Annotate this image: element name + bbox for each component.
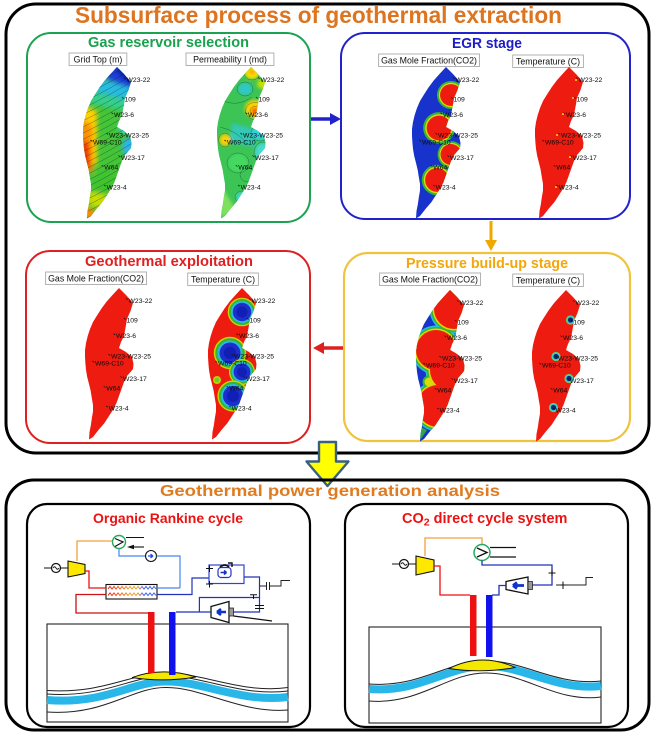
svg-text:Pressure build-up stage: Pressure build-up stage xyxy=(406,255,568,272)
svg-text:Temperature (C): Temperature (C) xyxy=(516,275,580,285)
svg-text:Organic Rankine cycle: Organic Rankine cycle xyxy=(93,511,243,526)
svg-text:Temperature (C): Temperature (C) xyxy=(516,56,580,66)
svg-text:EGR stage: EGR stage xyxy=(452,35,522,52)
svg-text:CO2 direct cycle system: CO2 direct cycle system xyxy=(402,511,567,529)
svg-text:Grid Top (m): Grid Top (m) xyxy=(74,54,123,64)
svg-text:Geothermal power generation an: Geothermal power generation analysis xyxy=(160,483,500,500)
svg-text:Gas Mole Fraction(CO2): Gas Mole Fraction(CO2) xyxy=(381,55,477,65)
svg-text:Gas Mole Fraction(CO2): Gas Mole Fraction(CO2) xyxy=(48,273,144,283)
svg-text:Geothermal exploitation: Geothermal exploitation xyxy=(85,253,253,270)
svg-text:Permeability I (md): Permeability I (md) xyxy=(193,54,267,64)
svg-text:Gas Mole Fraction(CO2): Gas Mole Fraction(CO2) xyxy=(382,274,478,284)
svg-text:Temperature (C): Temperature (C) xyxy=(191,274,255,284)
svg-text:Subsurface process of geotherm: Subsurface process of geothermal extract… xyxy=(75,2,562,28)
svg-text:Gas reservoir selection: Gas reservoir selection xyxy=(88,35,249,51)
